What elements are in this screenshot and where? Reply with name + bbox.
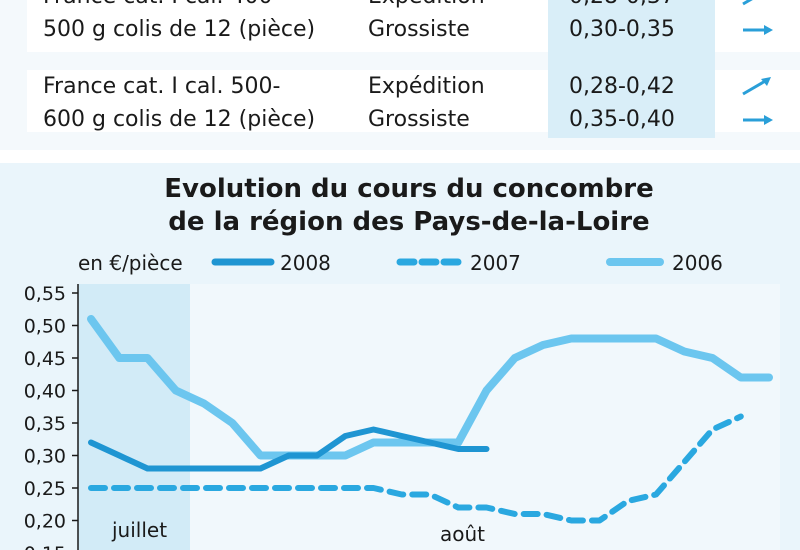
price-table: France cat. I cal. 400- 500 g colis de 1… (0, 0, 800, 150)
table-row: France cat. I cal. 400- 500 g colis de 1… (27, 0, 800, 52)
legend: 2008 2007 2006 (211, 251, 723, 275)
series-line-2007 (88, 413, 744, 524)
stage-wholesale: Grossiste (368, 107, 470, 132)
y-tick-label: 0,55 (24, 283, 66, 305)
x-label-july: juillet (111, 518, 167, 542)
price-cell-band (548, 0, 715, 52)
chart-panel: Evolution du cours du concombre de la ré… (0, 163, 800, 550)
table-row: France cat. I cal. 500- 600 g colis de 1… (27, 70, 800, 132)
chart-title-line-2: de la région des Pays-de-la-Loire (168, 207, 649, 237)
series-line-2008 (88, 426, 490, 472)
y-tick-label: 0,20 (24, 511, 66, 533)
price-wholesale: 0,35-0,40 (569, 107, 675, 132)
y-tick-label: 0,40 (24, 381, 66, 403)
product-label-line-2: 500 g colis de 12 (pièce) (43, 17, 316, 42)
chart-title-line-1: Evolution du cours du concombre (164, 174, 653, 204)
y-tick-label: 0,50 (24, 316, 66, 338)
product-label-line-1: France cat. I cal. 400- (43, 0, 280, 13)
flat-arrow-icon (743, 25, 773, 35)
stage-shipping: Expédition (368, 0, 485, 13)
y-tick-label: 0,45 (24, 348, 66, 370)
price-wholesale: 0,30-0,35 (569, 17, 675, 42)
x-label-august: août (440, 522, 485, 546)
legend-label-2008: 2008 (280, 251, 331, 275)
price-shipping: 0,28-0,42 (569, 74, 675, 99)
trend-arrows (739, 0, 779, 50)
y-axis-ticks: 0,55 0,50 0,45 0,40 0,35 0,30 0,25 0,20 0,15 (24, 283, 78, 550)
y-tick-label: 0,30 (24, 446, 66, 468)
y-tick-label: 0,25 (24, 478, 66, 500)
stage-shipping: Expédition (368, 74, 485, 99)
stage-wholesale: Grossiste (368, 17, 470, 42)
y-tick-label: 0,15 (24, 543, 66, 550)
rising-arrow-icon (742, 0, 753, 6)
price-cell-band (548, 70, 715, 132)
rising-arrow-icon (742, 77, 771, 96)
unit-label: en €/pièce (78, 251, 183, 275)
series-lines (87, 315, 773, 524)
line-chart: Evolution du cours du concombre de la ré… (24, 174, 780, 550)
trend-arrows (739, 74, 779, 140)
flat-arrow-icon (743, 115, 773, 125)
product-label-line-1: France cat. I cal. 500- (43, 74, 281, 99)
price-shipping: 0,28-0,37 (569, 0, 675, 13)
y-tick-label: 0,35 (24, 413, 66, 435)
legend-label-2007: 2007 (470, 251, 521, 275)
legend-label-2006: 2006 (672, 251, 723, 275)
product-label-line-2: 600 g colis de 12 (pièce) (43, 107, 316, 132)
